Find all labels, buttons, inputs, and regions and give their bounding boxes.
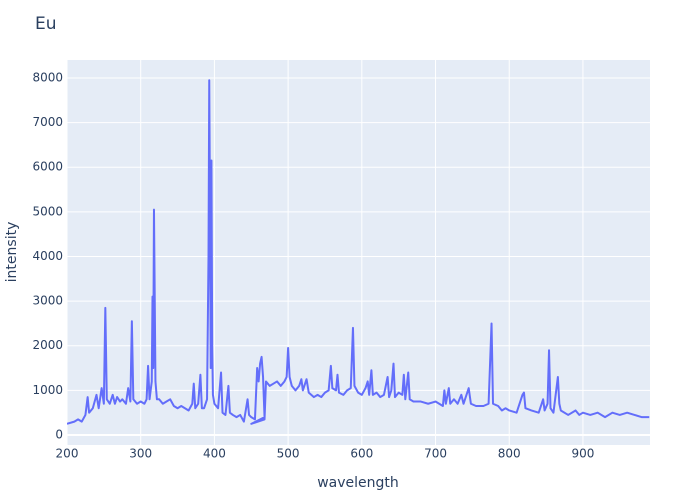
y-tick-label: 8000	[32, 70, 63, 84]
y-tick-label: 0	[55, 428, 63, 442]
y-tick-label: 2000	[32, 338, 63, 352]
plot-area	[67, 60, 650, 445]
x-tick-label: 600	[350, 447, 373, 461]
x-tick-label: 700	[424, 447, 447, 461]
y-tick-label: 7000	[32, 115, 63, 129]
line	[67, 79, 650, 425]
x-tick-label: 200	[56, 447, 79, 461]
x-tick-label: 400	[203, 447, 226, 461]
x-axis-title: wavelength	[317, 475, 399, 491]
series-group	[67, 79, 650, 425]
x-tick-label: 300	[129, 447, 152, 461]
chart-title: Eu	[35, 14, 57, 34]
y-tick-label: 5000	[32, 204, 63, 218]
y-tick-label: 4000	[32, 249, 63, 263]
x-tick-label: 500	[277, 447, 300, 461]
y-axis-title: intensity	[4, 222, 20, 283]
x-tick-label: 900	[571, 447, 594, 461]
y-tick-label: 3000	[32, 294, 63, 308]
x-tick-label: 800	[498, 447, 521, 461]
y-tick-label: 1000	[32, 383, 63, 397]
y-tick-label: 6000	[32, 160, 63, 174]
